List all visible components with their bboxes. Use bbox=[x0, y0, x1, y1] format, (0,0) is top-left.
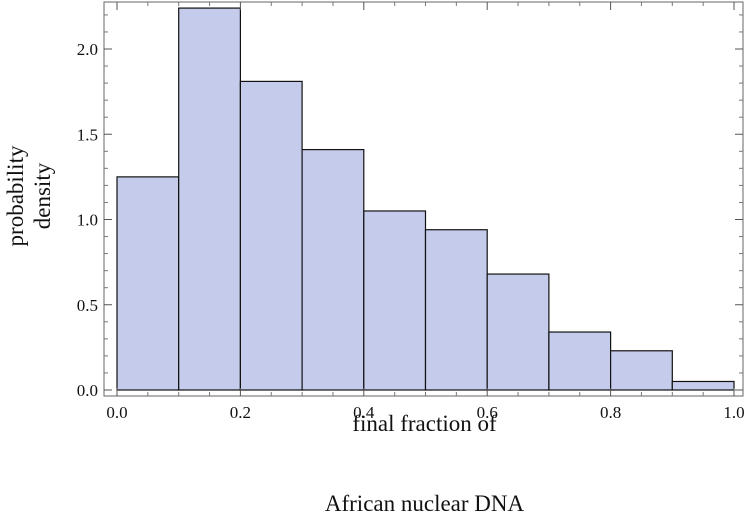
y-tick-label: 0.5 bbox=[77, 296, 98, 315]
y-axis-label-line-1: probability bbox=[3, 145, 28, 247]
x-tick-label: 0.0 bbox=[106, 403, 127, 422]
bars-group bbox=[116, 7, 735, 391]
plot-border bbox=[103, 1, 744, 397]
y-tick-label: 2.0 bbox=[77, 40, 98, 59]
histogram-bar-5 bbox=[424, 229, 488, 391]
histogram-bar-9 bbox=[671, 380, 735, 391]
x-axis-label-line-1: final fraction of bbox=[352, 411, 497, 436]
histogram-bar-1 bbox=[178, 7, 241, 391]
y-tick-label: 1.0 bbox=[77, 211, 98, 230]
histogram-bar-0 bbox=[116, 176, 180, 391]
x-tick-label: 0.4 bbox=[353, 403, 375, 422]
histogram-bar-6 bbox=[486, 273, 550, 391]
ticks-group: 0.0 0.2 0.4 0.6 0.8 1.0 0.0 0.5 1.0 1.5 2.0 bbox=[77, 2, 745, 422]
x-axis-label-line-2: African nuclear DNA bbox=[324, 491, 525, 516]
histogram-bar-3 bbox=[301, 148, 365, 391]
histogram-bar-7 bbox=[548, 331, 612, 391]
y-tick-label: 1.5 bbox=[77, 125, 98, 144]
histogram-bar-8 bbox=[609, 350, 673, 391]
x-tick-label: 0.8 bbox=[600, 403, 621, 422]
y-axis-label: probability density bbox=[2, 146, 56, 247]
x-tick-label: 1.0 bbox=[723, 403, 744, 422]
x-tick-label: 0.2 bbox=[230, 403, 251, 422]
y-tick-label: 0.0 bbox=[77, 381, 98, 400]
plot-frame bbox=[103, 1, 744, 397]
histogram-bar-4 bbox=[363, 210, 427, 391]
histogram-bar-2 bbox=[239, 80, 303, 391]
y-axis-label-line-2: density bbox=[30, 162, 55, 230]
x-tick-label: 0.6 bbox=[477, 403, 498, 422]
